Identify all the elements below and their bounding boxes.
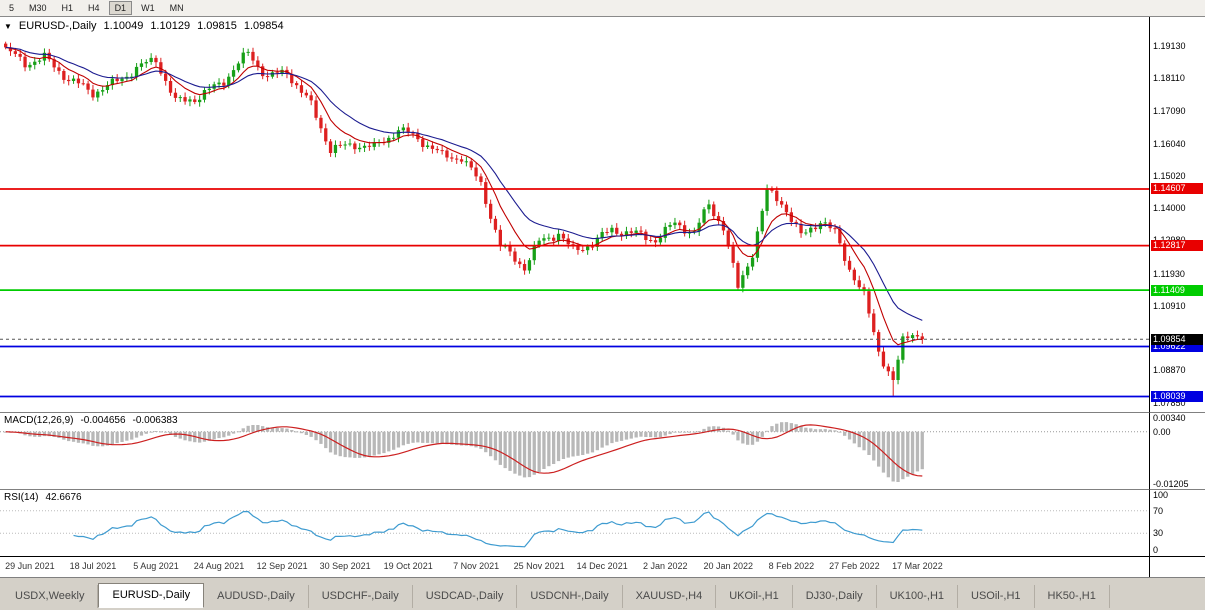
price-badge-1-14607: 1.14607	[1151, 183, 1203, 195]
rsi-panel: RSI(14) 42.6676	[0, 489, 1149, 556]
tab-eurusd-daily[interactable]: EURUSD-,Daily	[98, 583, 205, 608]
macd-tick-label: 0.00	[1153, 426, 1171, 437]
chart-collapse-icon[interactable]: ▼	[4, 21, 12, 31]
rsi-tick-label: 100	[1153, 490, 1169, 500]
date-tick-label: 5 Aug 2021	[133, 561, 179, 571]
close-value: 1.09854	[243, 20, 284, 32]
price-tick-label: 1.18110	[1153, 73, 1185, 84]
macd-main-value: -0.004656	[80, 415, 126, 426]
rsi-axis: 100 70 30 0	[1149, 489, 1205, 556]
date-axis[interactable]: 29 Jun 2021 18 Jul 2021 5 Aug 2021 24 Aug 2…	[0, 556, 1149, 577]
date-tick-label: 7 Nov 2021	[453, 561, 500, 571]
macd-tick-label: -0.01205	[1153, 479, 1189, 489]
price-chart-panel: ▼ EURUSD-,Daily 1.10049 1.10129 1.09815 …	[0, 17, 1149, 412]
chart-window: ▼ EURUSD-,Daily 1.10049 1.10129 1.09815 …	[0, 17, 1205, 577]
rsi-title: RSI(14)	[4, 492, 39, 503]
tab-audusd-daily[interactable]: AUDUSD-,Daily	[204, 585, 309, 608]
date-tick-label: 20 Jan 2022	[703, 561, 754, 571]
rsi-tick-label: 0	[1153, 545, 1159, 555]
macd-axis: 0.00340 0.00 -0.01205	[1149, 412, 1205, 489]
price-chart-canvas[interactable]	[0, 17, 1149, 412]
price-tick-label: 1.07850	[1153, 397, 1186, 408]
rsi-tick-label: 70	[1153, 505, 1164, 516]
macd-canvas[interactable]	[0, 413, 1149, 489]
low-value: 1.09815	[197, 20, 237, 32]
tab-xauusd-h4[interactable]: XAUUSD-,H4	[623, 585, 717, 608]
symbol-label: EURUSD-,Daily	[18, 20, 97, 32]
chart-ohlc-header: ▼ EURUSD-,Daily 1.10049 1.10129 1.09815 …	[4, 20, 284, 32]
date-tick-label: 14 Dec 2021	[576, 561, 628, 571]
timeframe-w1[interactable]: W1	[141, 3, 155, 13]
price-tick-label: 1.08870	[1153, 365, 1186, 376]
tab-usoil-h1[interactable]: USOil-,H1	[958, 585, 1035, 608]
date-tick-label: 19 Oct 2021	[383, 561, 433, 571]
rsi-canvas[interactable]	[0, 490, 1149, 556]
high-value: 1.10129	[150, 20, 191, 32]
macd-signal-line	[5, 424, 923, 477]
price-badge-1-12817: 1.12817	[1151, 240, 1203, 252]
timeframe-toolbar: 5 M30 H1 H4 D1 W1 MN	[0, 0, 1205, 17]
price-tick-label: 1.10910	[1153, 300, 1186, 311]
timeframe-h1[interactable]: H1	[61, 3, 74, 13]
ma-slow-line	[5, 46, 923, 321]
tab-uk100-h1[interactable]: UK100-,H1	[877, 585, 959, 608]
tab-usdcnh-daily[interactable]: USDCNH-,Daily	[517, 585, 623, 608]
date-tick-label: 17 Mar 2022	[892, 561, 943, 571]
price-tick-label: 1.16040	[1153, 138, 1186, 149]
tab-usdcad-daily[interactable]: USDCAD-,Daily	[413, 585, 518, 608]
timeframe-mn[interactable]: MN	[169, 3, 184, 13]
price-tick-label: 1.14000	[1153, 203, 1186, 214]
macd-header: MACD(12,26,9) -0.004656 -0.006383	[4, 415, 178, 426]
candles-layer	[4, 41, 924, 396]
date-tick-label: 29 Jun 2021	[5, 561, 55, 571]
price-tick-label: 1.11930	[1153, 268, 1185, 279]
tab-dj30-daily[interactable]: DJ30-,Daily	[793, 585, 877, 608]
rsi-value: 42.6676	[45, 492, 82, 503]
date-tick-label: 8 Feb 2022	[768, 561, 815, 571]
macd-histogram	[4, 422, 924, 482]
tab-ukoil-h1[interactable]: UKOil-,H1	[716, 585, 793, 608]
price-tick-label: 1.17090	[1153, 105, 1186, 116]
macd-signal-value: -0.006383	[132, 415, 178, 426]
tab-hk50-h1[interactable]: HK50-,H1	[1035, 585, 1110, 608]
price-badge-1-09622: 1.09622	[1151, 341, 1203, 353]
rsi-tick-label: 30	[1153, 528, 1164, 539]
price-badge-1-09854: 1.09854	[1151, 333, 1203, 345]
price-axis: 1.19130 1.18110 1.17090 1.16040 1.15020 1.140…	[1149, 17, 1205, 412]
timeframe-m30[interactable]: M30	[29, 3, 47, 13]
macd-panel: MACD(12,26,9) -0.004656 -0.006383	[0, 412, 1149, 489]
timeframe-d1[interactable]: D1	[108, 1, 133, 15]
date-tick-label: 27 Feb 2022	[829, 561, 880, 571]
rsi-line	[73, 510, 923, 548]
chart-tab-bar: USDX,Weekly EURUSD-,Daily AUDUSD-,Daily USD…	[0, 577, 1205, 610]
date-tick-label: 12 Sep 2021	[256, 561, 308, 571]
rsi-header: RSI(14) 42.6676	[4, 492, 82, 503]
date-axis-corner	[1149, 556, 1205, 577]
ma-fast-line	[5, 46, 923, 346]
timeframe-5[interactable]: 5	[9, 3, 15, 13]
price-tick-label: 1.15020	[1153, 170, 1186, 181]
timeframe-h4[interactable]: H4	[88, 3, 100, 13]
open-value: 1.10049	[103, 20, 144, 32]
macd-title: MACD(12,26,9)	[4, 415, 74, 426]
date-tick-label: 24 Aug 2021	[193, 561, 245, 571]
macd-tick-label: 0.00340	[1153, 413, 1186, 423]
tab-usdx-weekly[interactable]: USDX,Weekly	[2, 585, 99, 608]
price-badge-1-11409: 1.11409	[1151, 284, 1203, 296]
date-tick-label: 18 Jul 2021	[69, 561, 117, 571]
price-badge-1-08039: 1.08039	[1151, 391, 1203, 403]
date-tick-label: 25 Nov 2021	[513, 561, 565, 571]
date-tick-label: 30 Sep 2021	[319, 561, 371, 571]
date-tick-label: 2 Jan 2022	[642, 561, 688, 571]
tab-usdchf-daily[interactable]: USDCHF-,Daily	[309, 585, 413, 608]
price-tick-label: 1.19130	[1153, 41, 1186, 52]
